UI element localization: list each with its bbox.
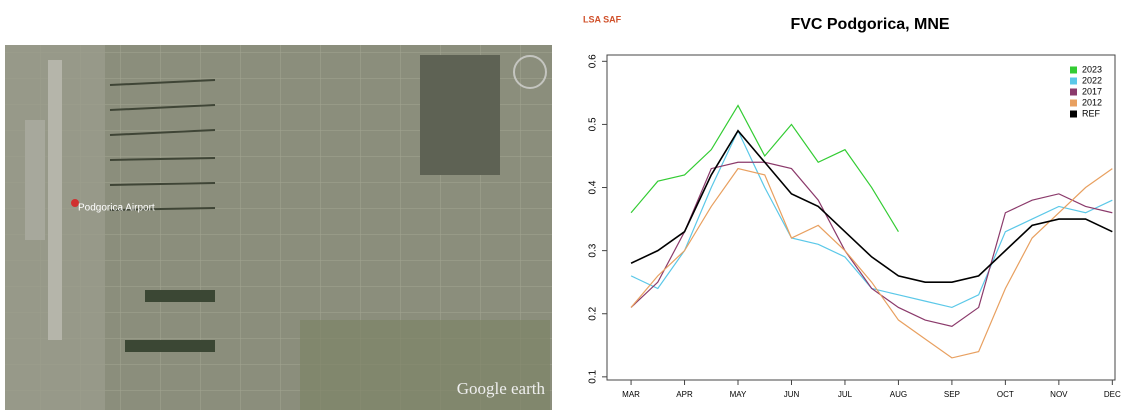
x-tick-label: NOV <box>1050 390 1068 399</box>
chart-title: FVC Podgorica, MNE <box>790 16 949 33</box>
x-tick-label: JUL <box>838 390 853 399</box>
y-tick-label: 0.5 <box>588 117 599 131</box>
x-tick-label: JUN <box>784 390 800 399</box>
y-tick-label: 0.1 <box>588 369 599 383</box>
legend-swatch <box>1070 77 1077 85</box>
watermark: Google earth <box>457 379 546 398</box>
y-tick-label: 0.3 <box>588 243 599 257</box>
legend-swatch <box>1070 110 1077 118</box>
series-line <box>630 129 1113 283</box>
legend-swatch <box>1070 88 1077 96</box>
series-line <box>630 161 1113 328</box>
legend-label: 2022 <box>1082 75 1102 85</box>
y-tick-label: 0.4 <box>588 180 599 194</box>
series-line <box>630 104 899 233</box>
y-tick-label: 0.2 <box>588 306 599 320</box>
x-tick-label: DEC <box>1104 390 1121 399</box>
x-tick-label: OCT <box>997 390 1014 399</box>
satellite-map: Podgorica Airport Google earth <box>5 45 552 410</box>
legend-label: REF <box>1082 108 1101 118</box>
x-tick-label: MAY <box>730 390 747 399</box>
series-line <box>630 167 1113 359</box>
logo: LSA SAF <box>583 14 622 24</box>
x-tick-label: SEP <box>944 390 960 399</box>
x-tick-label: AUG <box>890 390 907 399</box>
legend-swatch <box>1070 99 1077 107</box>
x-tick-label: MAR <box>622 390 640 399</box>
legend-label: 2023 <box>1082 64 1102 74</box>
place-label: Podgorica Airport <box>78 203 155 214</box>
legend-label: 2017 <box>1082 86 1102 96</box>
legend-swatch <box>1070 66 1077 74</box>
x-tick-label: APR <box>676 390 693 399</box>
legend-label: 2012 <box>1082 97 1102 107</box>
plot-frame <box>606 54 1116 381</box>
y-tick-label: 0.6 <box>588 54 599 68</box>
